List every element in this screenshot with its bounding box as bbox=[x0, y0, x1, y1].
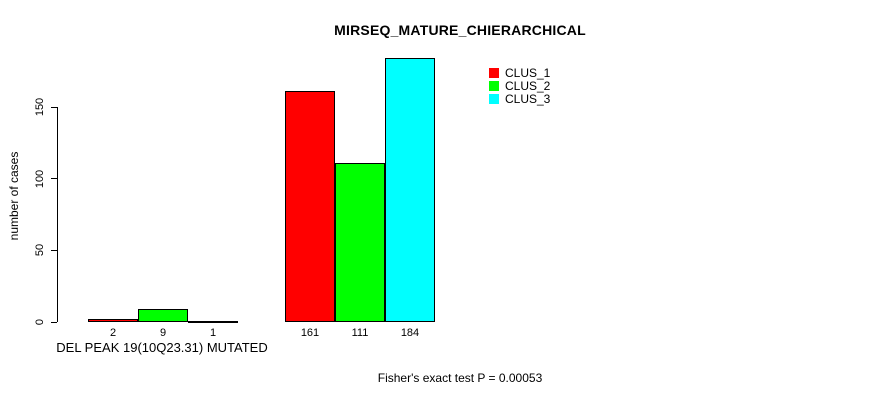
y-axis-line bbox=[57, 107, 58, 322]
y-tick-100 bbox=[51, 178, 57, 180]
y-tick-50 bbox=[51, 249, 57, 251]
legend-item-clus_3: CLUS_3 bbox=[489, 92, 551, 107]
bar-clus_2-group1 bbox=[138, 309, 188, 322]
bar-clus_1-group2 bbox=[285, 91, 335, 322]
legend-swatch-clus_3 bbox=[489, 94, 499, 105]
legend-swatch-clus_1 bbox=[489, 67, 499, 78]
legend-item-clus_1: CLUS_1 bbox=[489, 65, 551, 80]
chart-title: MIRSEQ_MATURE_CHIERARCHICAL bbox=[334, 22, 586, 38]
bar-value-label-clus_3-group1: 1 bbox=[209, 327, 217, 339]
legend-label-clus_3: CLUS_3 bbox=[505, 92, 551, 107]
legend-label-clus_1: CLUS_1 bbox=[505, 65, 551, 80]
legend: CLUS_1 CLUS_2 CLUS_3 bbox=[489, 66, 550, 106]
bar-clus_3-group1 bbox=[188, 320, 238, 323]
bar-clus_3-group2 bbox=[385, 58, 435, 322]
y-tick-150 bbox=[51, 106, 57, 108]
bar-clus_2-group2 bbox=[335, 162, 385, 322]
bar-value-label-clus_2-group2: 111 bbox=[351, 327, 369, 339]
x-axis-group-label: DEL PEAK 19(10Q23.31) MUTATED bbox=[56, 340, 268, 355]
bar-value-label-clus_3-group2: 184 bbox=[400, 327, 420, 339]
bar-clus_1-group1 bbox=[88, 319, 138, 322]
bar-value-label-clus_2-group1: 9 bbox=[159, 327, 167, 339]
legend-swatch-clus_2 bbox=[489, 81, 499, 92]
legend-label-clus_2: CLUS_2 bbox=[505, 79, 551, 94]
bar-value-label-clus_1-group2: 161 bbox=[300, 327, 320, 339]
y-tick-0 bbox=[51, 321, 57, 323]
fisher-test-annotation: Fisher's exact test P = 0.00053 bbox=[377, 371, 543, 385]
bar-value-label-clus_1-group1: 2 bbox=[109, 327, 117, 339]
legend-item-clus_2: CLUS_2 bbox=[489, 79, 551, 94]
